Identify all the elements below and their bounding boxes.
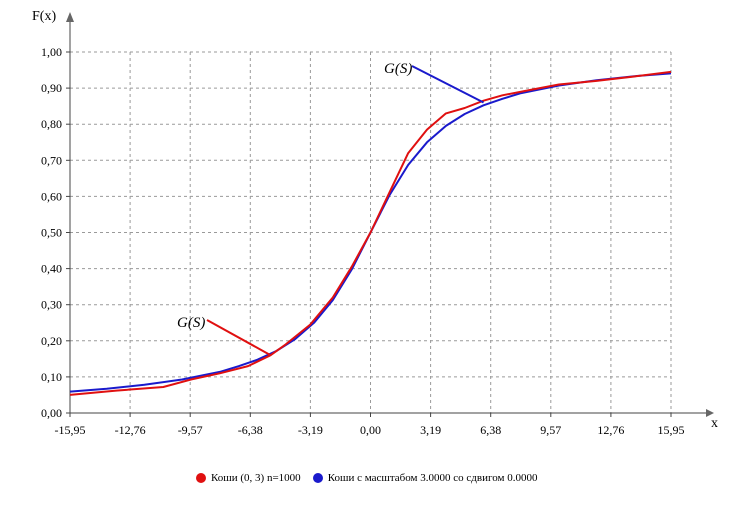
y-tick-label: 0,80 bbox=[41, 117, 62, 131]
axes bbox=[66, 12, 714, 417]
x-tick-label: -12,76 bbox=[115, 423, 146, 437]
x-tick-label: 0,00 bbox=[360, 423, 381, 437]
legend-item-sample: Коши (0, 3) n=1000 bbox=[196, 472, 301, 484]
x-tick-label: 3,19 bbox=[420, 423, 441, 437]
x-tick-label: 12,76 bbox=[597, 423, 624, 437]
y-tick-label: 0,40 bbox=[41, 262, 62, 276]
annotations: G(S) G(S) bbox=[177, 61, 484, 357]
y-axis-label: F(x) bbox=[32, 9, 56, 24]
x-axis-arrow bbox=[706, 409, 714, 417]
y-tick-label: 0,10 bbox=[41, 370, 62, 384]
y-tick-label: 0,50 bbox=[41, 226, 62, 240]
annotation-pointer-theoretical bbox=[411, 65, 484, 104]
x-tick-label: 6,38 bbox=[480, 423, 501, 437]
y-tick-label: 0,00 bbox=[41, 406, 62, 420]
legend-label-theoretical: Коши с масштабом 3.0000 со сдвигом 0.000… bbox=[327, 472, 538, 484]
legend-marker-red bbox=[196, 473, 206, 483]
legend-item-theoretical: Коши с масштабом 3.0000 со сдвигом 0.000… bbox=[312, 472, 538, 484]
y-tick-labels: 0,00 0,10 0,20 0,30 0,40 0,50 0,60 0,70 0,80 0,90… bbox=[41, 45, 70, 420]
legend: Коши (0, 3) n=1000 Коши с масштабом 3.00… bbox=[196, 470, 549, 486]
x-tick-label: -3,19 bbox=[298, 423, 323, 437]
x-tick-label: -9,57 bbox=[178, 423, 203, 437]
series-lines bbox=[69, 70, 672, 396]
annotation-label-theoretical: G(S) bbox=[384, 61, 412, 77]
annotation-pointer-sample bbox=[206, 319, 272, 357]
x-axis-label: x bbox=[711, 416, 718, 431]
x-tick-label: -6,38 bbox=[238, 423, 263, 437]
y-tick-label: 0,60 bbox=[41, 189, 62, 203]
y-tick-label: 0,20 bbox=[41, 334, 62, 348]
x-tick-label: 15,95 bbox=[658, 423, 685, 437]
y-tick-label: 0,30 bbox=[41, 298, 62, 312]
y-tick-label: 1,00 bbox=[41, 45, 62, 59]
annotation-label-sample: G(S) bbox=[177, 315, 205, 331]
x-tick-label: 9,57 bbox=[540, 423, 561, 437]
legend-marker-blue bbox=[312, 473, 323, 483]
series-line-sample bbox=[69, 70, 672, 396]
x-tick-labels: -15,95 -12,76 -9,57 -6,38 -3,19 0,00 3,19 6,38 9… bbox=[55, 413, 685, 437]
x-tick-label: -15,95 bbox=[55, 423, 86, 437]
y-axis-arrow bbox=[66, 12, 74, 22]
legend-label-sample: Коши (0, 3) n=1000 bbox=[211, 472, 301, 484]
y-tick-label: 0,90 bbox=[41, 81, 62, 95]
y-tick-label: 0,70 bbox=[41, 153, 62, 167]
